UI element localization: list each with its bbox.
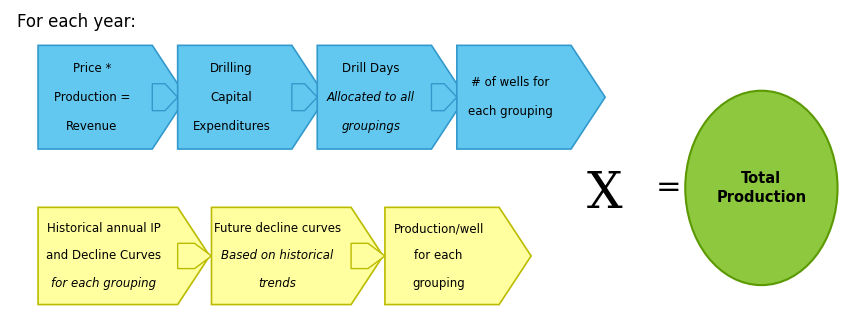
Text: # of wells for: # of wells for xyxy=(471,76,550,89)
Text: Allocated to all: Allocated to all xyxy=(327,91,415,104)
Text: Total
Production: Total Production xyxy=(717,170,806,205)
Text: Drilling: Drilling xyxy=(210,62,253,75)
Text: Price *: Price * xyxy=(73,62,111,75)
Polygon shape xyxy=(292,84,317,111)
Text: each grouping: each grouping xyxy=(468,105,553,118)
Text: grouping: grouping xyxy=(412,277,465,290)
Text: X: X xyxy=(587,170,623,219)
Polygon shape xyxy=(38,207,210,305)
Text: Historical annual IP: Historical annual IP xyxy=(47,222,161,235)
Text: trends: trends xyxy=(258,277,296,290)
Text: =: = xyxy=(656,173,681,202)
Polygon shape xyxy=(212,207,383,305)
Text: and Decline Curves: and Decline Curves xyxy=(47,249,162,262)
Text: groupings: groupings xyxy=(342,120,400,133)
Ellipse shape xyxy=(685,91,838,285)
Text: for each: for each xyxy=(415,249,463,262)
Text: Production/well: Production/well xyxy=(393,222,484,235)
Polygon shape xyxy=(457,45,605,149)
Polygon shape xyxy=(178,243,212,269)
Polygon shape xyxy=(38,45,186,149)
Polygon shape xyxy=(152,84,178,111)
Text: For each year:: For each year: xyxy=(17,13,136,31)
Polygon shape xyxy=(178,45,326,149)
Text: Capital: Capital xyxy=(211,91,252,104)
Polygon shape xyxy=(431,84,457,111)
Text: Expenditures: Expenditures xyxy=(192,120,270,133)
Polygon shape xyxy=(317,45,465,149)
Text: Future decline curves: Future decline curves xyxy=(213,222,341,235)
Text: Based on historical: Based on historical xyxy=(221,249,333,262)
Text: Production =: Production = xyxy=(53,91,130,104)
Text: Drill Days: Drill Days xyxy=(342,62,399,75)
Text: Revenue: Revenue xyxy=(66,120,118,133)
Text: for each grouping: for each grouping xyxy=(51,277,157,290)
Polygon shape xyxy=(385,207,531,305)
Polygon shape xyxy=(351,243,385,269)
